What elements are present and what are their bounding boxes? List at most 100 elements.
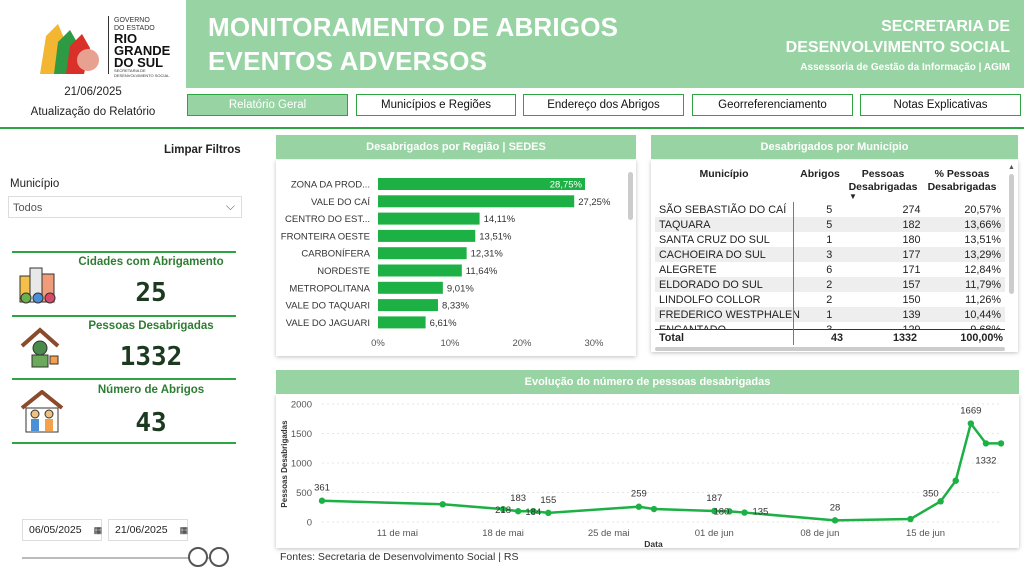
tab-georreferenciamento[interactable]: Georreferenciamento [692, 94, 853, 116]
cell-pessoas: 180 [902, 233, 921, 246]
secretaria-line1: SECRETARIA DE [881, 18, 1010, 35]
region-bar[interactable] [378, 229, 476, 242]
x-tick-label: 11 de mai [377, 528, 418, 539]
evolution-data-point[interactable] [997, 440, 1005, 447]
table-vscrollbar[interactable] [1009, 174, 1014, 294]
cell-municipio: ELDORADO DO SUL [659, 278, 763, 291]
date-end-value: 21/06/2025 [115, 524, 168, 536]
page-title-line1: MONITORAMENTO DE ABRIGOS [208, 12, 619, 42]
tab-endereco-abrigos[interactable]: Endereço dos Abrigos [523, 94, 684, 116]
tab-municipios-regioes[interactable]: Municípios e Regiões [356, 94, 516, 116]
region-bar[interactable] [378, 178, 585, 190]
evolution-data-point[interactable] [499, 505, 507, 513]
y-tick-label: 0 [307, 518, 312, 529]
table-row[interactable]: SANTA CRUZ DO SUL 1 180 13,51% [655, 232, 1005, 247]
region-bar[interactable] [378, 281, 443, 294]
table-row[interactable]: ALEGRETE 6 171 12,84% [655, 262, 1005, 277]
region-bar[interactable] [378, 316, 426, 329]
evolution-data-point[interactable] [545, 509, 552, 517]
municipio-table-panel: Município Abrigos Pessoas Desabrigadas ▼… [651, 160, 1018, 352]
evolution-data-point[interactable] [726, 508, 733, 515]
region-category-label: CARBONÍFERA [301, 249, 370, 260]
region-bar[interactable] [378, 212, 480, 225]
region-x-tick-label: 0% [371, 338, 385, 349]
table-row[interactable]: CACHOEIRA DO SUL 3 177 13,29% [655, 247, 1005, 262]
cell-pessoas: 274 [902, 203, 921, 216]
tab-relatorio-geral[interactable]: Relatório Geral [187, 94, 348, 116]
table-hscrollbar[interactable] [655, 347, 1005, 351]
date-slider-track [22, 557, 214, 559]
city-buildings-icon [16, 262, 60, 311]
col-percent-header[interactable]: % Pessoas Desabrigadas [927, 168, 997, 193]
cell-pessoas: 182 [902, 218, 921, 231]
region-category-label: ZONA DA PROD... [291, 180, 370, 191]
evolution-data-point[interactable] [635, 503, 643, 510]
table-row[interactable]: FREDERICO WESTPHALEN 1 139 10,44% [655, 307, 1005, 322]
evolution-point-label: 218 [495, 505, 511, 516]
rs-government-logo [40, 24, 99, 74]
table-row[interactable]: TAQUARA 5 182 13,66% [655, 217, 1005, 232]
date-slider-handle-end[interactable] [209, 547, 229, 567]
table-row[interactable]: LINDOLFO COLLOR 2 150 11,26% [655, 292, 1005, 307]
scroll-up-icon[interactable]: ▲ [1008, 164, 1015, 171]
homeless-family-icon [18, 326, 62, 375]
evolution-data-point[interactable] [952, 477, 959, 484]
evolution-data-point[interactable] [982, 440, 990, 447]
evolution-data-point[interactable] [967, 420, 975, 427]
evolution-point-label: 184 [525, 507, 541, 518]
kpi-shelters-value: 43 [135, 408, 167, 438]
evolution-data-point[interactable] [711, 507, 718, 515]
col-pessoas-header[interactable]: Pessoas Desabrigadas [848, 168, 918, 193]
chevron-down-icon: ⌵ [225, 199, 235, 213]
evolution-point-label: 187 [706, 493, 722, 504]
table-row[interactable]: SÃO SEBASTIÃO DO CAÍ 5 274 20,57% [655, 202, 1005, 217]
municipio-dropdown[interactable]: Todos ⌵ [8, 196, 242, 218]
calendar-icon: ▦ [179, 524, 189, 535]
region-chart-panel: ZONA DA PROD... 28,75% VALE DO CAÍ 27,25% CE… [276, 160, 636, 356]
evolution-data-point[interactable] [831, 517, 839, 524]
x-tick-label: 08 de jun [800, 528, 839, 539]
clear-filters-button[interactable]: Limpar Filtros [164, 144, 241, 156]
date-slider-handle-start[interactable] [188, 547, 208, 567]
evolution-data-point[interactable] [530, 507, 537, 515]
region-category-label: VALE DO CAÍ [311, 197, 370, 208]
region-chart-scrollbar[interactable] [628, 172, 633, 220]
evolution-line-chart: 0 500 1000 1500 2000 11 de mai 18 de mai 25 de … [280, 400, 1005, 549]
cell-percent: 20,57% [964, 203, 1001, 216]
evolution-point-label: 28 [830, 502, 841, 513]
assessoria-label: Assessoria de Gestão da Informação | AGI… [800, 62, 1010, 73]
col-abrigos-header[interactable]: Abrigos [800, 168, 840, 180]
logo-sec-line2: DESENVOLVIMENTO SOCIAL [114, 73, 170, 78]
tab-notas-explicativas[interactable]: Notas Explicativas [860, 94, 1021, 116]
region-bar[interactable] [378, 247, 467, 260]
sort-desc-icon: ▼ [849, 192, 857, 201]
table-row[interactable]: ELDORADO DO SUL 2 157 11,79% [655, 277, 1005, 292]
evolution-data-point[interactable] [650, 505, 658, 513]
region-bar[interactable] [378, 264, 462, 277]
col-municipio-header[interactable]: Município [699, 168, 749, 180]
region-category-label: CENTRO DO EST... [285, 214, 370, 225]
total-label: Total [659, 332, 684, 344]
evolution-data-point[interactable] [318, 497, 326, 504]
evolution-data-point[interactable] [907, 515, 914, 523]
region-bar[interactable] [378, 299, 438, 312]
x-tick-label: 01 de jun [695, 528, 734, 539]
cell-abrigos: 1 [826, 233, 833, 246]
kpi-divider [12, 251, 236, 253]
logo-sec-line1: SECRETARIA DE [114, 68, 146, 73]
region-bar[interactable] [378, 195, 575, 208]
date-end-input[interactable]: 21/06/2025 ▦ [108, 519, 188, 541]
evolution-data-point[interactable] [514, 508, 522, 515]
logo-area: GOVERNO DO ESTADO RIO GRANDE DO SUL SECR… [0, 0, 186, 128]
cell-pessoas: 177 [902, 248, 921, 261]
municipio-table-title: Desabrigados por Município [651, 135, 1018, 159]
evolution-data-point[interactable] [741, 509, 748, 516]
evolution-data-point[interactable] [937, 498, 944, 505]
logo-state-line3: DO SUL [114, 55, 164, 70]
region-category-label: NORDESTE [317, 266, 370, 277]
cell-municipio: CACHOEIRA DO SUL [659, 248, 766, 261]
municipio-filter-label: Município [10, 178, 60, 190]
evolution-point-label: 1669 [960, 406, 981, 417]
date-start-input[interactable]: 06/05/2025 ▦ [22, 519, 102, 541]
evolution-data-point[interactable] [439, 501, 446, 508]
